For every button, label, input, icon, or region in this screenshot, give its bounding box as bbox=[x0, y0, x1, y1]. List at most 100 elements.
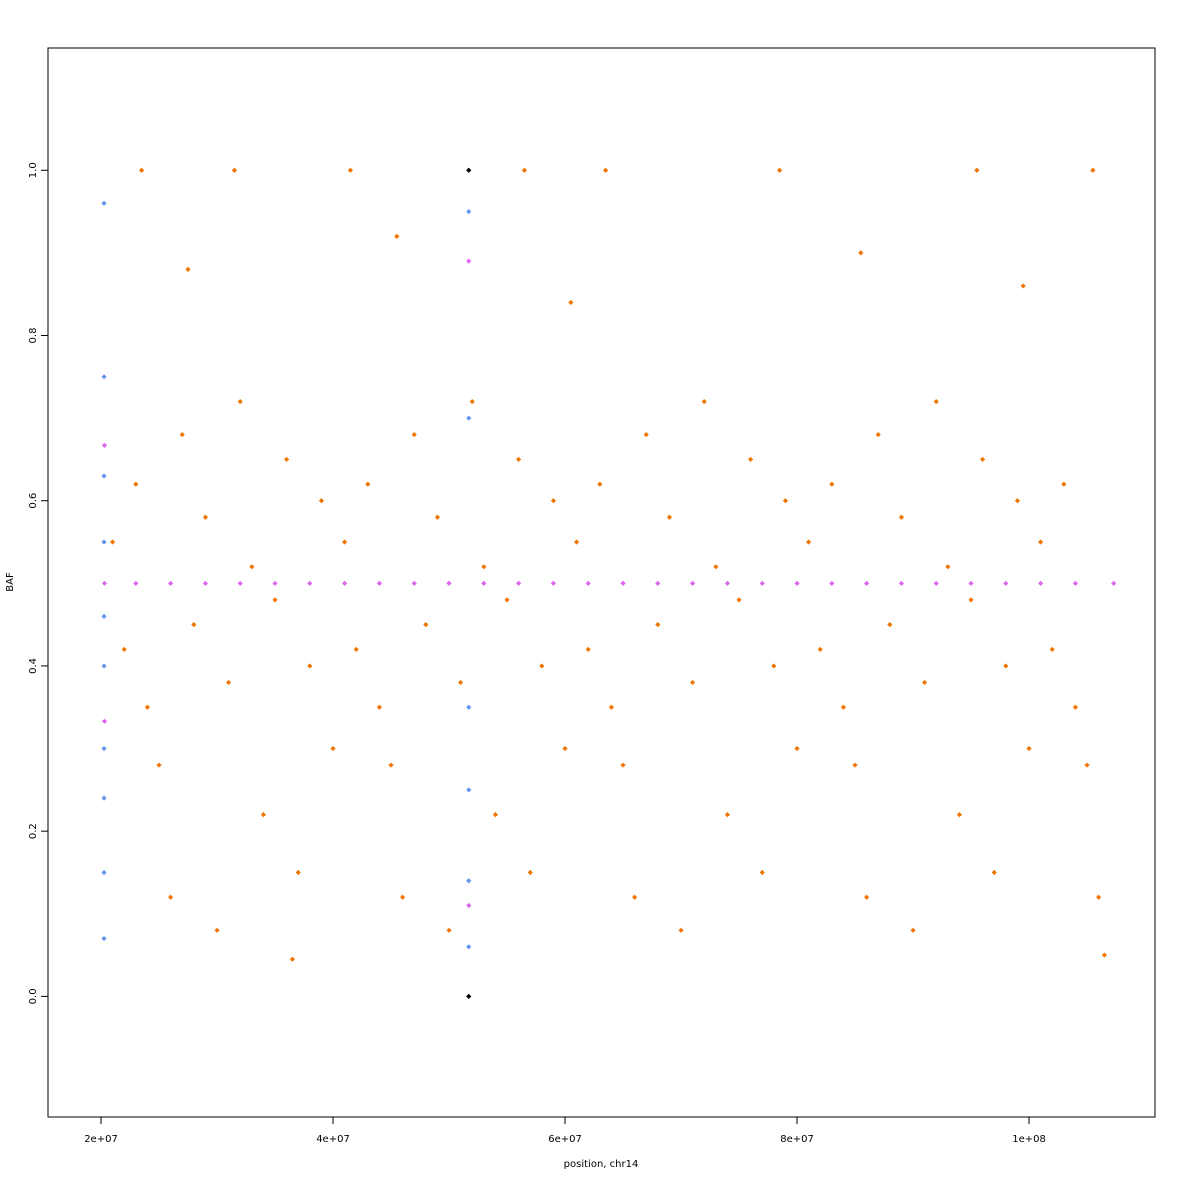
data-point bbox=[231, 167, 238, 173]
data-point bbox=[260, 812, 267, 818]
data-point bbox=[376, 704, 383, 710]
data-point bbox=[411, 432, 417, 438]
data-point bbox=[1072, 704, 1079, 710]
data-point bbox=[330, 745, 336, 752]
data-point bbox=[504, 597, 510, 603]
data-point bbox=[840, 704, 847, 710]
data-point bbox=[139, 167, 145, 173]
data-point bbox=[748, 456, 754, 463]
data-point bbox=[185, 266, 191, 273]
data-point bbox=[864, 580, 870, 586]
data-point bbox=[481, 564, 487, 570]
data-point bbox=[466, 704, 472, 710]
x-tick-label: 2e+07 bbox=[84, 1134, 118, 1145]
data-point bbox=[852, 762, 858, 768]
data-point bbox=[539, 663, 545, 669]
x-tick-label: 1e+08 bbox=[1012, 1134, 1046, 1145]
data-point bbox=[466, 415, 472, 421]
data-point bbox=[101, 745, 107, 752]
data-point bbox=[121, 646, 127, 653]
data-point bbox=[101, 580, 108, 586]
data-point bbox=[1084, 762, 1090, 768]
data-point bbox=[307, 663, 313, 669]
data-point bbox=[101, 663, 107, 669]
data-point bbox=[237, 580, 243, 586]
data-point bbox=[1038, 580, 1044, 586]
data-point bbox=[400, 894, 406, 900]
data-point bbox=[1101, 952, 1108, 958]
data-point bbox=[974, 167, 980, 173]
data-point bbox=[458, 679, 464, 686]
data-point bbox=[724, 812, 731, 818]
data-point bbox=[817, 646, 823, 653]
data-point bbox=[307, 580, 313, 586]
data-point bbox=[249, 564, 255, 570]
data-point bbox=[492, 812, 499, 818]
data-point bbox=[466, 993, 472, 999]
data-point bbox=[466, 258, 472, 264]
data-point bbox=[713, 564, 719, 570]
y-tick-label: 0.0 bbox=[28, 988, 39, 1004]
y-tick-label: 1.0 bbox=[28, 162, 39, 178]
data-point bbox=[272, 580, 278, 586]
data-point bbox=[1020, 283, 1026, 289]
data-point bbox=[759, 580, 765, 586]
data-point bbox=[446, 580, 452, 586]
data-point bbox=[690, 580, 696, 586]
y-tick-label: 0.2 bbox=[28, 823, 39, 839]
y-axis-label: BAF bbox=[5, 572, 16, 592]
data-point bbox=[237, 398, 243, 405]
data-point bbox=[777, 167, 783, 173]
data-point bbox=[794, 580, 800, 586]
data-point bbox=[289, 956, 296, 962]
data-point bbox=[101, 539, 107, 545]
data-point bbox=[933, 580, 939, 586]
data-point bbox=[759, 869, 765, 876]
data-point bbox=[101, 795, 107, 801]
data-point bbox=[956, 812, 963, 818]
data-point bbox=[272, 597, 278, 603]
data-point bbox=[1072, 580, 1079, 586]
data-point bbox=[191, 622, 197, 628]
data-point bbox=[968, 597, 974, 603]
data-point bbox=[898, 580, 905, 586]
data-point bbox=[1003, 580, 1009, 586]
data-point bbox=[101, 613, 107, 619]
data-point bbox=[1096, 894, 1102, 900]
data-point bbox=[910, 927, 916, 933]
data-point bbox=[226, 679, 232, 686]
data-point bbox=[690, 679, 696, 686]
data-point bbox=[550, 498, 557, 504]
data-point bbox=[365, 481, 371, 487]
data-point bbox=[466, 944, 472, 950]
data-point bbox=[318, 498, 325, 504]
data-point bbox=[562, 745, 568, 752]
data-point bbox=[887, 622, 893, 628]
data-point bbox=[342, 539, 348, 545]
data-point bbox=[632, 894, 638, 900]
data-point bbox=[608, 704, 615, 710]
y-tick-label: 0.6 bbox=[28, 493, 39, 509]
plot-frame bbox=[47, 47, 1156, 1118]
data-point bbox=[156, 762, 162, 768]
data-point bbox=[666, 514, 673, 520]
data-point bbox=[101, 869, 107, 876]
data-point bbox=[101, 442, 108, 448]
data-point bbox=[133, 580, 139, 586]
data-point bbox=[724, 580, 731, 586]
x-axis-label: position, chr14 bbox=[564, 1159, 639, 1170]
data-point bbox=[782, 498, 789, 504]
data-point bbox=[101, 473, 107, 479]
data-point bbox=[434, 514, 441, 520]
data-point bbox=[898, 514, 905, 520]
data-point bbox=[521, 167, 528, 173]
data-point bbox=[202, 580, 209, 586]
data-point bbox=[643, 432, 649, 438]
data-point bbox=[922, 679, 928, 686]
data-point bbox=[968, 580, 974, 586]
data-point bbox=[466, 902, 472, 909]
data-point bbox=[284, 456, 290, 463]
data-point bbox=[1026, 745, 1032, 752]
data-point bbox=[829, 580, 835, 586]
